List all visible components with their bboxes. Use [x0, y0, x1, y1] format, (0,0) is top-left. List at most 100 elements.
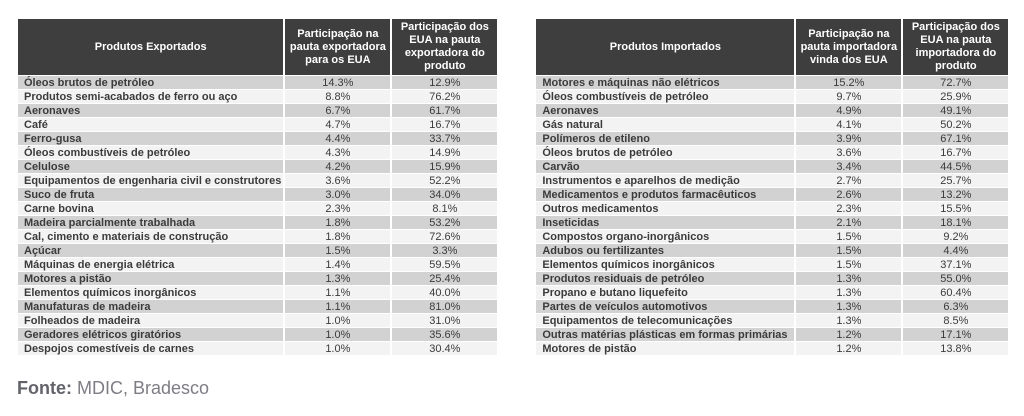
product-cell: Produtos residuais de petróleo [536, 272, 795, 285]
table-row: Compostos organo-inorgânicos 1.5% 9.2% [536, 230, 1009, 243]
value-cell: 1.5% [796, 258, 902, 271]
table-row: Adubos ou fertilizantes 1.5% 4.4% [536, 244, 1009, 257]
table-row: Outras matérias plásticas em formas prim… [536, 328, 1009, 341]
product-cell: Óleos brutos de petróleo [18, 76, 284, 89]
value-cell: 1.5% [285, 244, 391, 257]
table-row: Outros medicamentos 2.3% 15.5% [536, 202, 1009, 215]
product-cell: Ferro-gusa [18, 132, 284, 145]
value-cell: 1.1% [285, 300, 391, 313]
value-cell: 4.1% [796, 118, 902, 131]
product-cell: Geradores elétricos giratórios [18, 328, 284, 341]
product-cell: Café [18, 118, 284, 131]
product-cell: Despojos comestíveis de carnes [18, 342, 284, 355]
value-cell: 50.2% [903, 118, 1009, 131]
product-cell: Gás natural [536, 118, 795, 131]
value-cell: 2.3% [285, 202, 391, 215]
table-row: Óleos combustíveis de petróleo 9.7% 25.9% [536, 90, 1009, 103]
value-cell: 1.0% [285, 314, 391, 327]
product-cell: Carne bovina [18, 202, 284, 215]
product-cell: Suco de fruta [18, 188, 284, 201]
table-row: Inseticidas 2.1% 18.1% [536, 216, 1009, 229]
value-cell: 1.8% [285, 216, 391, 229]
table-row: Gás natural 4.1% 50.2% [536, 118, 1009, 131]
product-cell: Óleos combustíveis de petróleo [536, 90, 795, 103]
table-row: Motores a pistão 1.3% 25.4% [18, 272, 498, 285]
table-row: Medicamentos e produtos farmacêuticos 2.6… [536, 188, 1009, 201]
table-row: Manufaturas de madeira 1.1% 81.0% [18, 300, 498, 313]
usa-share-of-product-exports-column-header: Participação dos EUA na pauta exportador… [392, 19, 498, 75]
product-cell: Outros medicamentos [536, 202, 795, 215]
product-cell: Açúcar [18, 244, 284, 257]
value-cell: 8.8% [285, 90, 391, 103]
table-row: Suco de fruta 3.0% 34.0% [18, 188, 498, 201]
table-row: Equipamentos de engenharia civil e const… [18, 174, 498, 187]
value-cell: 3.6% [796, 146, 902, 159]
table-row: Motores de pistão 1.2% 13.8% [536, 342, 1009, 355]
usa-share-of-product-imports-column-header: Participação dos EUA na pauta importador… [903, 19, 1009, 75]
exports-table-header: Produtos Exportados Participação na paut… [18, 19, 498, 75]
product-cell: Produtos semi-acabados de ferro ou aço [18, 90, 284, 103]
value-cell: 1.2% [796, 342, 902, 355]
value-cell: 55.0% [903, 272, 1009, 285]
table-row: Cal, cimento e materiais de construção 1.… [18, 230, 498, 243]
value-cell: 3.3% [392, 244, 498, 257]
value-cell: 15.2% [796, 76, 902, 89]
value-cell: 59.5% [392, 258, 498, 271]
product-cell: Aeronaves [18, 104, 284, 117]
product-cell: Manufaturas de madeira [18, 300, 284, 313]
product-cell: Adubos ou fertilizantes [536, 244, 795, 257]
value-cell: 1.8% [285, 230, 391, 243]
value-cell: 35.6% [392, 328, 498, 341]
value-cell: 15.9% [392, 160, 498, 173]
value-cell: 3.6% [285, 174, 391, 187]
value-cell: 81.0% [392, 300, 498, 313]
table-row: Açúcar 1.5% 3.3% [18, 244, 498, 257]
imports-table-header: Produtos Importados Participação na paut… [536, 19, 1009, 75]
header-row: Produtos Importados Participação na paut… [536, 19, 1009, 75]
value-cell: 34.0% [392, 188, 498, 201]
value-cell: 9.2% [903, 230, 1009, 243]
value-cell: 12.9% [392, 76, 498, 89]
product-cell: Óleos brutos de petróleo [536, 146, 795, 159]
value-cell: 3.9% [796, 132, 902, 145]
product-cell: Equipamentos de engenharia civil e const… [18, 174, 284, 187]
header-row: Produtos Exportados Participação na paut… [18, 19, 498, 75]
product-cell: Aeronaves [536, 104, 795, 117]
value-cell: 40.0% [392, 286, 498, 299]
imports-table-body: Motores e máquinas não elétricos 15.2% 72.… [536, 76, 1009, 355]
table-row: Óleos combustíveis de petróleo 4.3% 14.9% [18, 146, 498, 159]
product-cell: Compostos organo-inorgânicos [536, 230, 795, 243]
value-cell: 16.7% [392, 118, 498, 131]
exports-table-body: Óleos brutos de petróleo 14.3% 12.9% Produt… [18, 76, 498, 355]
value-cell: 8.5% [903, 314, 1009, 327]
value-cell: 2.7% [796, 174, 902, 187]
value-cell: 4.9% [796, 104, 902, 117]
product-cell: Motores e máquinas não elétricos [536, 76, 795, 89]
value-cell: 1.0% [285, 342, 391, 355]
value-cell: 15.5% [903, 202, 1009, 215]
table-row: Ferro-gusa 4.4% 33.7% [18, 132, 498, 145]
value-cell: 1.5% [796, 230, 902, 243]
product-cell: Motores de pistão [536, 342, 795, 355]
value-cell: 1.3% [796, 286, 902, 299]
product-cell: Partes de veículos automotivos [536, 300, 795, 313]
imports-table: Produtos Importados Participação na paut… [534, 18, 1010, 356]
product-cell: Medicamentos e produtos farmacêuticos [536, 188, 795, 201]
product-cell: Propano e butano liquefeito [536, 286, 795, 299]
product-cell: Polímeros de etileno [536, 132, 795, 145]
value-cell: 1.2% [796, 328, 902, 341]
source-note: Fonte: MDIC, Bradesco [17, 378, 1024, 399]
value-cell: 72.7% [903, 76, 1009, 89]
value-cell: 4.2% [285, 160, 391, 173]
table-row: Partes de veículos automotivos 1.3% 6.3% [536, 300, 1009, 313]
table-row: Madeira parcialmente trabalhada 1.8% 53.2% [18, 216, 498, 229]
product-cell: Outras matérias plásticas em formas prim… [536, 328, 795, 341]
value-cell: 3.0% [285, 188, 391, 201]
exports-table: Produtos Exportados Participação na paut… [16, 18, 499, 356]
product-cell: Carvão [536, 160, 795, 173]
table-row: Equipamentos de telecomunicações 1.3% 8.5% [536, 314, 1009, 327]
value-cell: 25.4% [392, 272, 498, 285]
value-cell: 2.1% [796, 216, 902, 229]
imports-products-column-header: Produtos Importados [536, 19, 795, 75]
value-cell: 6.3% [903, 300, 1009, 313]
